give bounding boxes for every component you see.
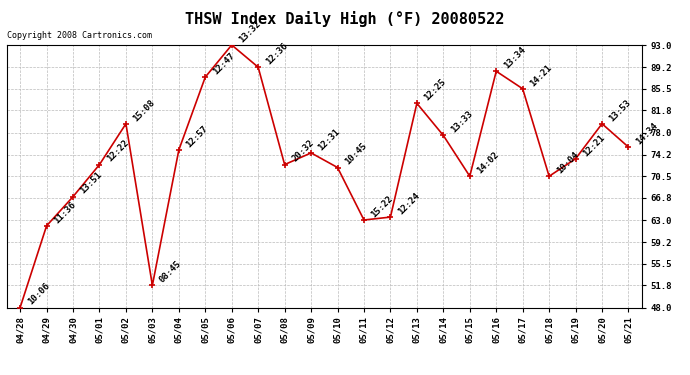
Text: 13:53: 13:53 — [608, 98, 633, 123]
Text: 13:33: 13:33 — [449, 109, 474, 135]
Text: Copyright 2008 Cartronics.com: Copyright 2008 Cartronics.com — [7, 31, 152, 40]
Text: 14:21: 14:21 — [529, 63, 553, 88]
Text: 14:02: 14:02 — [475, 150, 501, 176]
Text: 12:21: 12:21 — [581, 133, 607, 158]
Text: 08:45: 08:45 — [158, 259, 184, 285]
Text: 11:36: 11:36 — [52, 200, 77, 225]
Text: 12:22: 12:22 — [105, 138, 130, 164]
Text: 12:25: 12:25 — [422, 77, 448, 102]
Text: 12:47: 12:47 — [211, 51, 236, 76]
Text: 20:32: 20:32 — [290, 138, 315, 164]
Text: 13:32: 13:32 — [237, 19, 263, 44]
Text: 14:34: 14:34 — [634, 121, 660, 146]
Text: 10:45: 10:45 — [343, 141, 368, 167]
Text: 10:06: 10:06 — [26, 281, 51, 307]
Text: 12:31: 12:31 — [317, 127, 342, 152]
Text: 12:24: 12:24 — [396, 191, 422, 216]
Text: 15:08: 15:08 — [132, 98, 157, 123]
Text: THSW Index Daily High (°F) 20080522: THSW Index Daily High (°F) 20080522 — [186, 11, 504, 27]
Text: 10:04: 10:04 — [555, 150, 580, 176]
Text: 12:36: 12:36 — [264, 41, 289, 66]
Text: 13:34: 13:34 — [502, 45, 527, 70]
Text: 15:22: 15:22 — [370, 194, 395, 219]
Text: 13:51: 13:51 — [79, 171, 104, 196]
Text: 12:57: 12:57 — [184, 124, 210, 149]
